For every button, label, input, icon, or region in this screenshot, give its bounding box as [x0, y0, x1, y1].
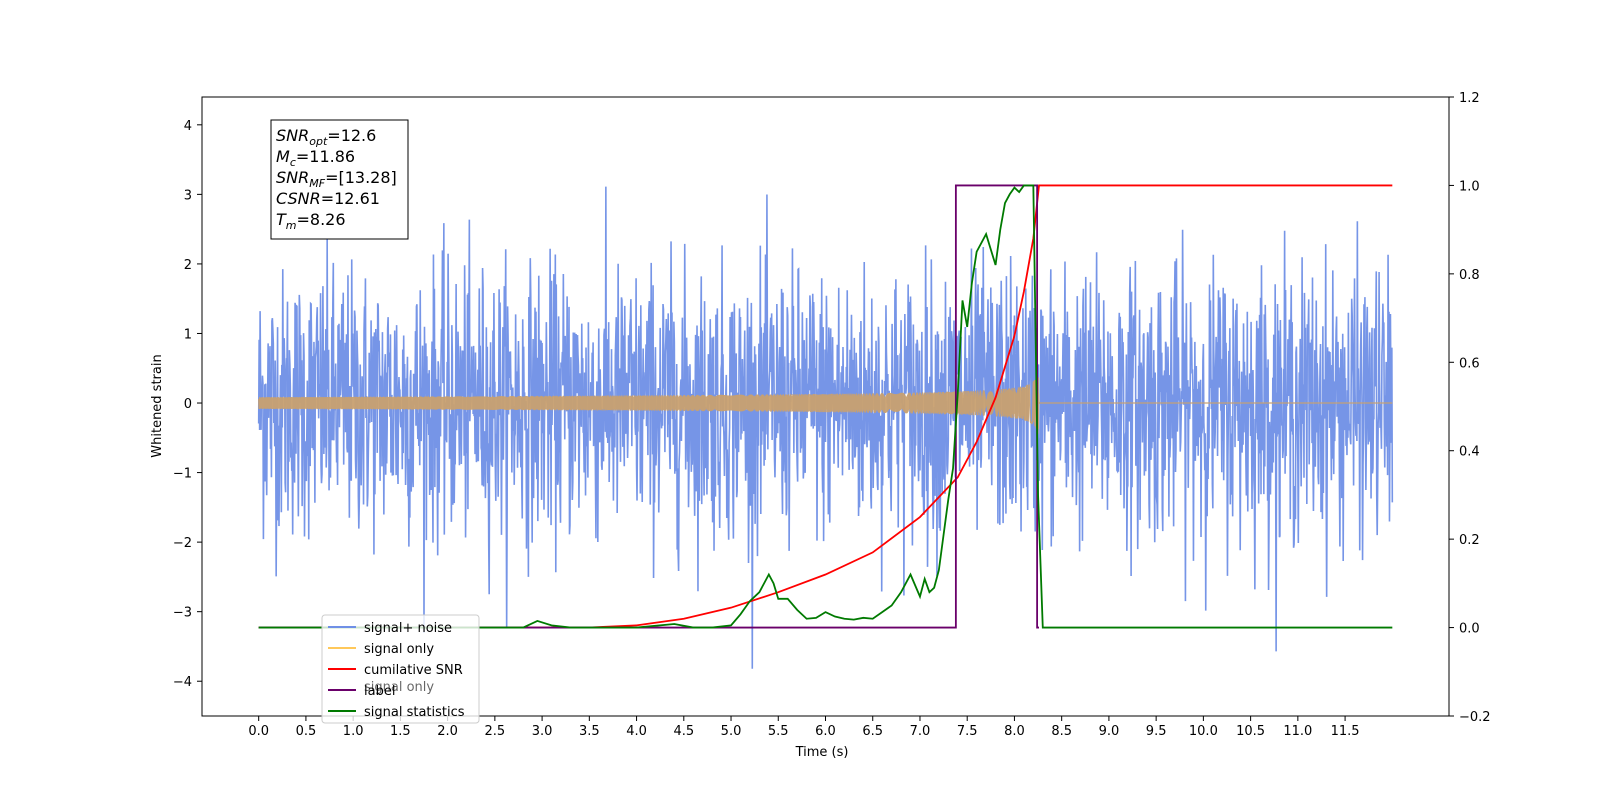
- series-cumulative-snr: [258, 184, 1393, 629]
- y-tick-label: −4: [173, 675, 192, 690]
- annotation-value: =8.26: [297, 210, 346, 229]
- stats-annotation-frame: [270, 119, 409, 240]
- legend-label: signal only: [364, 642, 434, 657]
- x-tick-label: 2.5: [485, 724, 506, 739]
- y-tick-label: 0: [184, 397, 192, 412]
- x-tick-label: 8.5: [1051, 724, 1072, 739]
- x-axis-label: Time (s): [795, 745, 849, 760]
- x-tick-label: 11.5: [1331, 724, 1360, 739]
- x-tick-label: 7.0: [910, 724, 931, 739]
- legend-label: label: [364, 684, 395, 699]
- legend-label: cumilative SNR: [364, 663, 463, 678]
- stats-annotation-line: CSNR=12.61: [276, 189, 380, 208]
- series-signal-statistics: [258, 184, 1393, 629]
- x-tick-label: 6.0: [815, 724, 836, 739]
- legend: signal only signal+ noise signal only cumil…: [321, 614, 480, 724]
- annotation-value: =12.61: [321, 189, 380, 208]
- x-tick-label: 11.0: [1283, 724, 1312, 739]
- y-tick-label: 1: [184, 327, 192, 342]
- y-axis-label: Whitened strain: [150, 354, 165, 457]
- y2-tick-label: −0.2: [1459, 710, 1491, 725]
- legend-frame: [321, 614, 480, 724]
- y2-tick-label: 0.0: [1459, 622, 1480, 637]
- series-signal-noise: [257, 186, 1394, 669]
- y2-tick-label: 0.8: [1459, 268, 1480, 283]
- x-tick-label: 10.5: [1236, 724, 1265, 739]
- annotation-symbol: SNR: [276, 126, 309, 145]
- x-tick-label: 6.5: [862, 724, 883, 739]
- x-tick-label: 9.0: [1099, 724, 1120, 739]
- annotation-subscript: opt: [309, 135, 328, 148]
- series-label: [258, 184, 1039, 629]
- y2-tick-label: 0.2: [1459, 533, 1480, 548]
- x-tick-label: 2.0: [437, 724, 458, 739]
- legend-label: signal+ noise: [364, 621, 452, 636]
- x-axis: 0.0 0.5 1.0 1.5 2.0 2.5 3.0 3.5 4.0 4.5 5.0 5.5 6.0 6…: [248, 716, 1360, 739]
- x-tick-label: 10.0: [1189, 724, 1218, 739]
- series-layer: [257, 184, 1394, 669]
- x-tick-label: 1.0: [343, 724, 364, 739]
- annotation-value: =12.6: [327, 126, 376, 145]
- x-tick-label: 8.0: [1004, 724, 1025, 739]
- y-axis-left: 4 3 2 1 0 −1 −2 −3 −4: [173, 119, 202, 690]
- x-tick-label: 9.5: [1146, 724, 1167, 739]
- stats-annotation-box: SNRopt=12.6Mc=11.86SNRMF=[13.28]CSNR=12.…: [270, 119, 409, 240]
- x-tick-label: 7.5: [957, 724, 978, 739]
- stats-annotation-line: SNRopt=12.6: [276, 126, 376, 148]
- y-axis-right: 1.2 1.0 0.8 0.6 0.4 0.2 0.0 −0.2: [1449, 91, 1491, 725]
- y-tick-label: 4: [184, 119, 192, 134]
- x-tick-label: 0.5: [296, 724, 317, 739]
- y-tick-label: 3: [184, 188, 192, 203]
- annotation-value: =[13.28]: [325, 168, 397, 187]
- x-tick-label: 5.5: [768, 724, 789, 739]
- annotation-subscript: m: [286, 219, 297, 232]
- y-tick-label: 2: [184, 258, 192, 273]
- stats-annotation-line: Tm=8.26: [276, 210, 346, 232]
- y-tick-label: −2: [173, 536, 192, 551]
- x-tick-label: 4.5: [673, 724, 694, 739]
- y-tick-label: −3: [173, 606, 192, 621]
- annotation-value: =11.86: [296, 147, 355, 166]
- x-tick-label: 5.0: [721, 724, 742, 739]
- y-tick-label: −1: [173, 467, 192, 482]
- x-tick-label: 4.0: [626, 724, 647, 739]
- stats-annotation-line: SNRMF=[13.28]: [276, 168, 397, 190]
- y2-tick-label: 0.6: [1459, 356, 1480, 371]
- y2-tick-label: 0.4: [1459, 445, 1480, 460]
- x-tick-label: 0.0: [248, 724, 269, 739]
- annotation-symbol: SNR: [276, 168, 309, 187]
- stats-annotation-line: Mc=11.86: [276, 147, 355, 169]
- series-signal-only: [258, 376, 1393, 435]
- x-tick-label: 3.5: [579, 724, 600, 739]
- annotation-symbol: M: [276, 147, 290, 166]
- annotation-symbol: T: [276, 210, 287, 229]
- x-tick-label: 1.5: [390, 724, 411, 739]
- annotation-subscript: c: [290, 156, 296, 169]
- y2-tick-label: 1.2: [1459, 91, 1480, 106]
- annotation-symbol: CSNR: [276, 189, 321, 208]
- legend-overlap-text: signal only: [364, 680, 434, 695]
- x-tick-label: 3.0: [532, 724, 553, 739]
- y2-tick-label: 1.0: [1459, 179, 1480, 194]
- legend-label: signal statistics: [364, 705, 465, 720]
- annotation-subscript: MF: [309, 177, 325, 190]
